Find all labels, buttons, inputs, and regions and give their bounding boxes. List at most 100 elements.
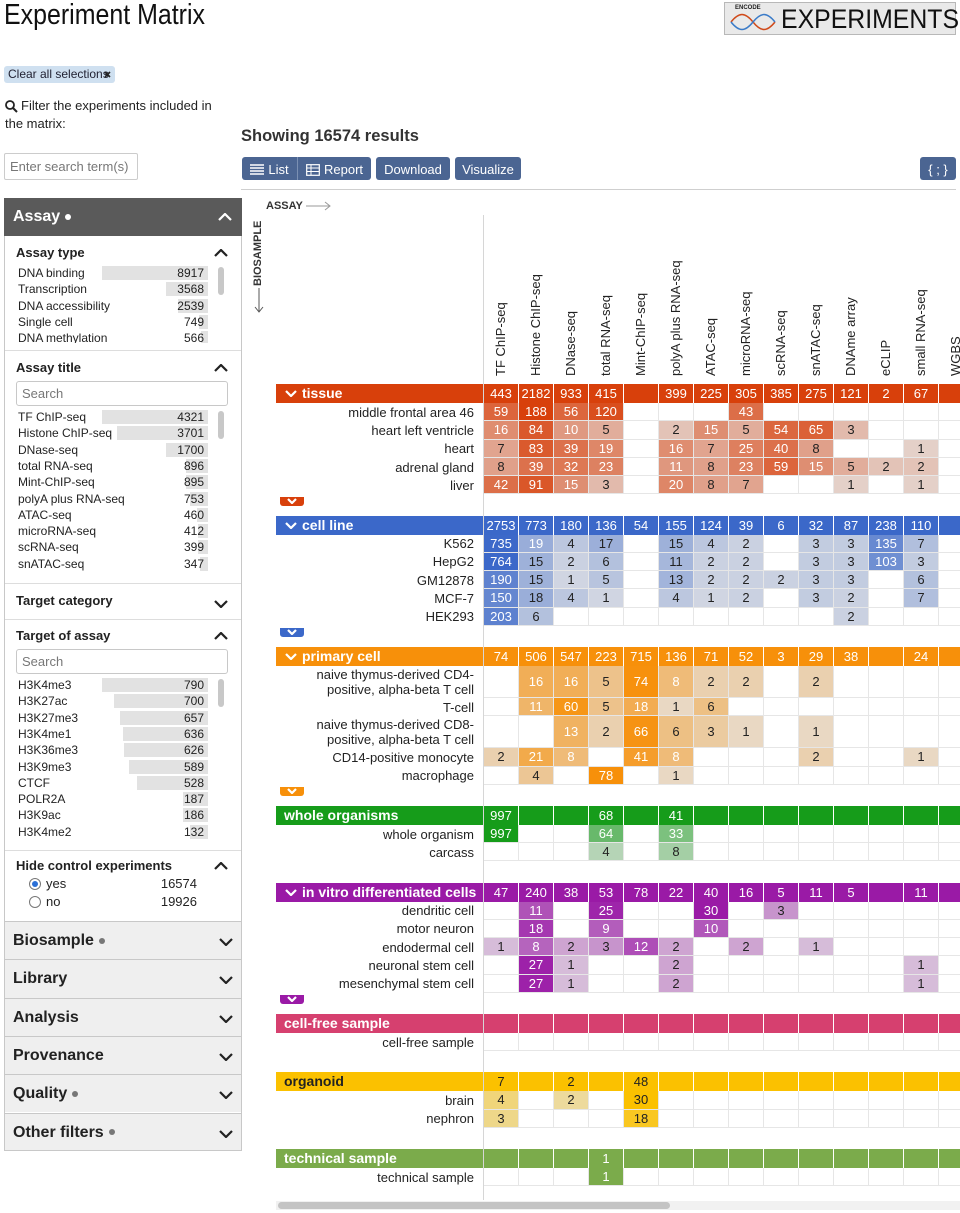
matrix-cell[interactable] [904, 421, 938, 439]
group-total-cell[interactable] [519, 1148, 553, 1168]
matrix-cell[interactable] [624, 439, 658, 457]
matrix-cell[interactable]: 15 [554, 476, 588, 494]
matrix-cell[interactable] [869, 1167, 903, 1186]
matrix-cell[interactable]: 1 [799, 938, 833, 956]
matrix-cell[interactable] [869, 1091, 903, 1109]
group-total-cell[interactable]: 238 [869, 515, 903, 535]
matrix-cell[interactable] [554, 1109, 588, 1127]
matrix-cell[interactable] [764, 607, 798, 625]
matrix-cell[interactable] [519, 843, 553, 861]
group-total-cell[interactable]: 506 [519, 647, 553, 666]
matrix-cell[interactable]: 15 [799, 457, 833, 476]
matrix-cell[interactable] [869, 919, 903, 938]
group-total-cell[interactable] [694, 1072, 728, 1092]
group-header[interactable]: technical sample [276, 1148, 483, 1168]
group-total-cell[interactable] [659, 1148, 693, 1168]
matrix-cell[interactable]: 39 [519, 457, 553, 476]
row-label[interactable]: HEK293 [264, 608, 474, 626]
row-label[interactable]: mesenchymal stem cell [264, 975, 474, 993]
matrix-cell[interactable] [729, 956, 763, 974]
matrix-cell[interactable] [799, 1109, 833, 1127]
group-total-cell[interactable]: 40 [694, 882, 728, 902]
matrix-cell[interactable] [659, 1033, 693, 1051]
matrix-cell[interactable]: 5 [589, 666, 623, 697]
matrix-cell[interactable]: 13 [659, 571, 693, 589]
matrix-cell[interactable]: 5 [589, 698, 623, 716]
matrix-cell[interactable]: 33 [659, 824, 693, 843]
matrix-cell[interactable] [729, 1091, 763, 1109]
row-label[interactable]: brain [264, 1091, 474, 1109]
matrix-cell[interactable]: 2 [554, 552, 588, 571]
group-total-cell[interactable] [484, 1148, 518, 1168]
matrix-cell[interactable] [939, 1091, 960, 1109]
matrix-cell[interactable] [799, 956, 833, 974]
group-total-cell[interactable]: 399 [659, 384, 693, 403]
facet-item[interactable]: H3K27me3 657 [14, 710, 210, 726]
group-total-cell[interactable] [904, 805, 938, 825]
matrix-cell[interactable] [939, 1167, 960, 1186]
matrix-cell[interactable] [799, 403, 833, 421]
row-label[interactable]: naive thymus-derived CD4-positive, alpha… [264, 666, 474, 698]
group-total-cell[interactable] [939, 515, 960, 535]
matrix-cell[interactable] [484, 666, 518, 697]
matrix-cell[interactable] [939, 716, 960, 748]
facet-title[interactable]: Assay type [16, 245, 85, 260]
matrix-cell[interactable] [729, 843, 763, 861]
group-total-cell[interactable] [624, 384, 658, 403]
matrix-cell[interactable]: 2 [834, 589, 868, 607]
clear-selections-button[interactable]: Clear all selections [4, 66, 115, 83]
matrix-cell[interactable] [519, 1167, 553, 1186]
facet-item[interactable]: Histone ChIP-seq 3701 [14, 425, 210, 441]
group-total-cell[interactable]: 136 [659, 647, 693, 666]
group-total-cell[interactable] [799, 1072, 833, 1092]
logo[interactable]: ENCODE EXPERIMENTS [724, 2, 959, 35]
matrix-cell[interactable]: 2 [554, 938, 588, 956]
matrix-cell[interactable]: 30 [694, 901, 728, 919]
matrix-cell[interactable] [729, 824, 763, 843]
matrix-cell[interactable] [904, 1167, 938, 1186]
column-header[interactable]: ATAC-seq [703, 317, 718, 376]
group-total-cell[interactable]: 110 [904, 515, 938, 535]
row-label[interactable]: MCF-7 [264, 589, 474, 607]
group-total-cell[interactable] [869, 1072, 903, 1092]
facet-search[interactable]: Search [16, 649, 228, 674]
matrix-cell[interactable] [624, 824, 658, 843]
row-label[interactable]: carcass [264, 843, 474, 861]
matrix-cell[interactable] [939, 956, 960, 974]
group-total-cell[interactable] [554, 1148, 588, 1168]
row-label[interactable]: GM12878 [264, 571, 474, 589]
matrix-cell[interactable] [939, 403, 960, 421]
matrix-cell[interactable] [904, 403, 938, 421]
matrix-cell[interactable]: 11 [659, 457, 693, 476]
row-label[interactable]: cell-free sample [264, 1033, 474, 1051]
matrix-cell[interactable] [624, 607, 658, 625]
matrix-cell[interactable]: 1 [904, 956, 938, 974]
matrix-cell[interactable]: 8 [659, 748, 693, 766]
group-total-cell[interactable] [939, 805, 960, 825]
group-total-cell[interactable]: 41 [659, 805, 693, 825]
matrix-cell[interactable]: 3 [799, 571, 833, 589]
matrix-cell[interactable] [834, 938, 868, 956]
group-total-cell[interactable]: 933 [554, 384, 588, 403]
matrix-cell[interactable] [939, 843, 960, 861]
matrix-cell[interactable]: 1 [659, 698, 693, 716]
group-total-cell[interactable] [939, 1148, 960, 1168]
group-total-cell[interactable]: 7 [484, 1072, 518, 1092]
group-total-cell[interactable] [764, 1072, 798, 1092]
column-header[interactable]: snATAC-seq [808, 304, 823, 376]
matrix-cell[interactable] [659, 901, 693, 919]
row-label[interactable]: adrenal gland [264, 458, 474, 476]
matrix-cell[interactable]: 2 [729, 589, 763, 607]
group-total-cell[interactable] [624, 1148, 658, 1168]
matrix-cell[interactable]: 1 [589, 1167, 623, 1186]
matrix-cell[interactable]: 997 [484, 824, 518, 843]
matrix-cell[interactable]: 1 [694, 589, 728, 607]
facet-item[interactable]: polyA plus RNA-seq 753 [14, 491, 210, 507]
matrix-cell[interactable] [939, 607, 960, 625]
matrix-cell[interactable]: 1 [904, 439, 938, 457]
matrix-cell[interactable] [834, 824, 868, 843]
group-total-cell[interactable]: 415 [589, 384, 623, 403]
group-total-cell[interactable] [799, 805, 833, 825]
toolbar-button[interactable]: Visualize [455, 157, 521, 180]
matrix-cell[interactable]: 15 [519, 552, 553, 571]
